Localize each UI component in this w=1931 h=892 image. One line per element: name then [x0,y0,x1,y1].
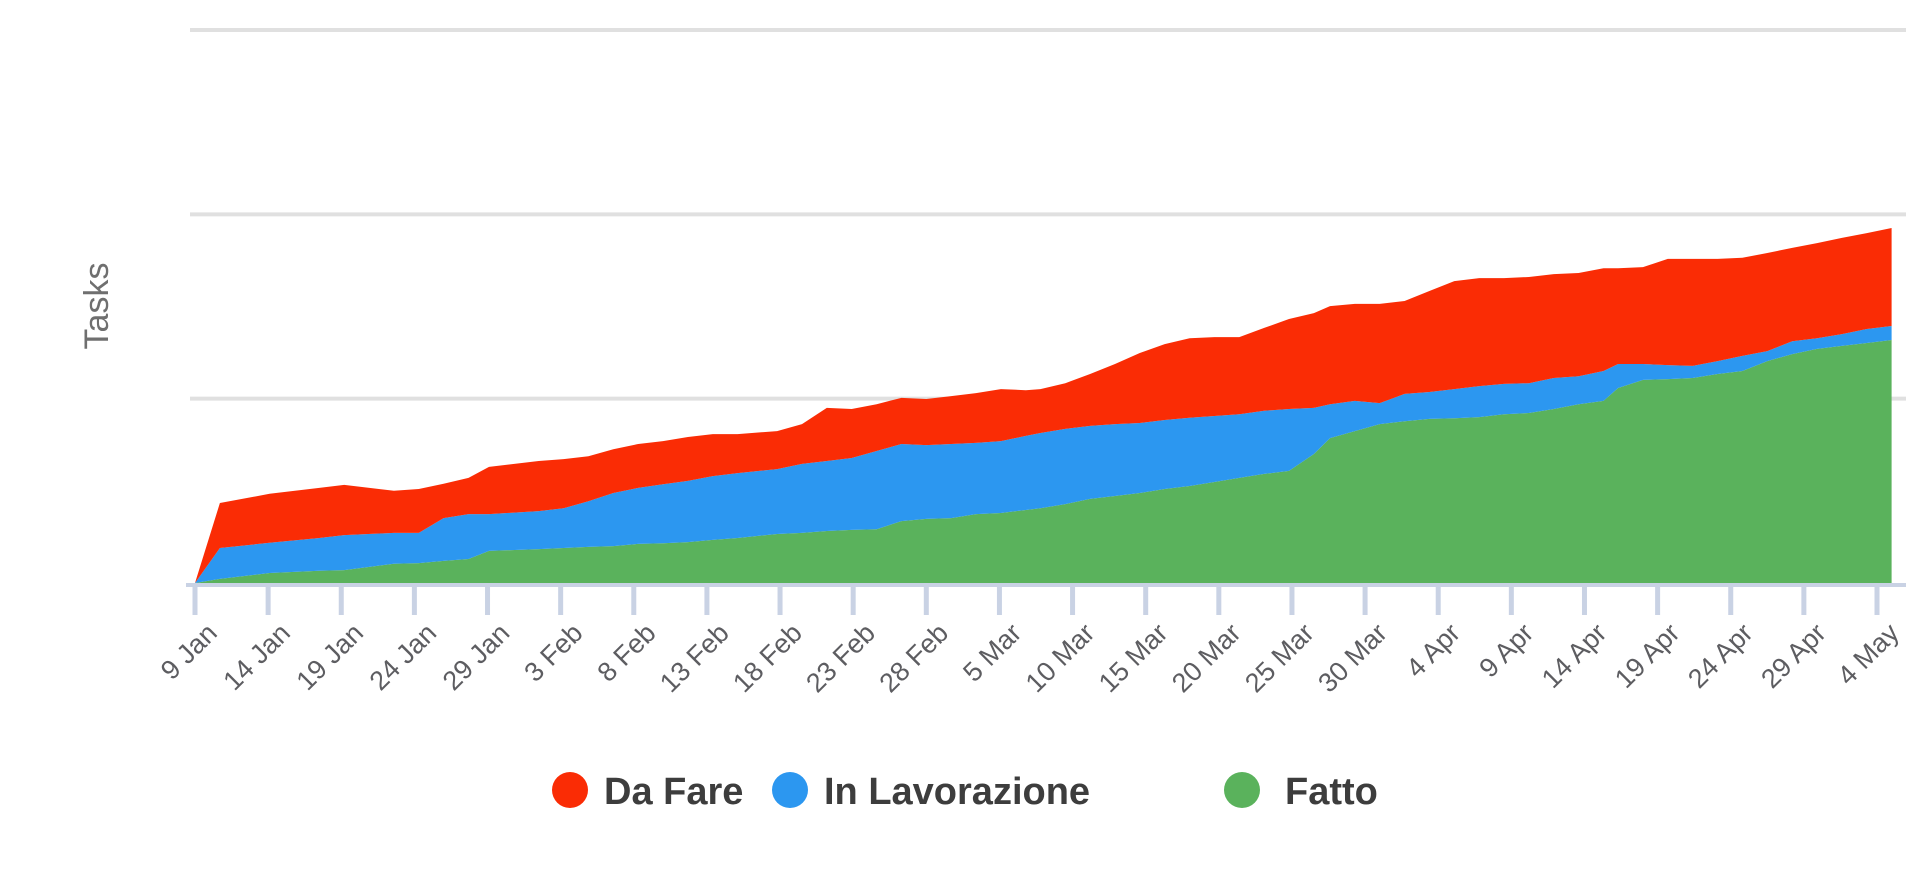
x-tick-label: 14 Apr [1536,618,1612,694]
x-tick-label: 9 Jan [155,618,223,686]
x-tick-label: 18 Feb [727,618,808,699]
x-tick-label: 29 Apr [1755,618,1831,694]
legend-item-da-fare[interactable]: Da Fare [552,771,743,813]
y-axis-label: Tasks [78,263,116,350]
x-tick-label: 5 Mar [957,618,1027,688]
area-series-in-lavorazione [195,326,1892,583]
x-tick-label: 4 Apr [1400,618,1466,684]
x-tick-label: 19 Apr [1609,618,1685,694]
x-tick-label: 29 Jan [437,618,516,697]
x-tick-label: 3 Feb [518,618,588,688]
legend-label-da-fare: Da Fare [604,771,743,813]
area-series-da-fare [195,228,1892,583]
legend: Da Fare In Lavorazione Fatto [552,771,1378,813]
area-series-fatto [195,340,1892,583]
x-tick-label: 15 Mar [1093,618,1174,699]
x-tick-label: 8 Feb [592,618,662,688]
x-tick-label: 19 Jan [291,618,370,697]
x-tick-label: 24 Apr [1682,618,1758,694]
legend-dot-fatto [1224,772,1260,808]
legend-dot-in-lavorazione [772,772,808,808]
x-tick-label: 9 Apr [1473,618,1539,684]
x-tick-label: 4 May [1832,617,1906,691]
series-layer [195,228,1892,583]
x-tick-label: 23 Feb [800,618,881,699]
x-tick-label: 14 Jan [217,618,296,697]
legend-dot-da-fare [552,772,588,808]
x-tick-label: 10 Mar [1020,618,1101,699]
legend-item-in-lavorazione[interactable]: In Lavorazione [772,771,1090,813]
x-tick-label: 20 Mar [1166,618,1247,699]
x-tick-label: 13 Feb [654,618,735,699]
x-tick-label: 25 Mar [1239,618,1320,699]
legend-label-fatto: Fatto [1285,771,1378,813]
legend-label-in-lavorazione: In Lavorazione [824,771,1090,813]
x-tick-label: 24 Jan [364,618,443,697]
legend-item-fatto[interactable]: Fatto [1224,771,1378,813]
x-tick-label: 28 Feb [873,618,954,699]
x-tick-label: 30 Mar [1312,618,1393,699]
